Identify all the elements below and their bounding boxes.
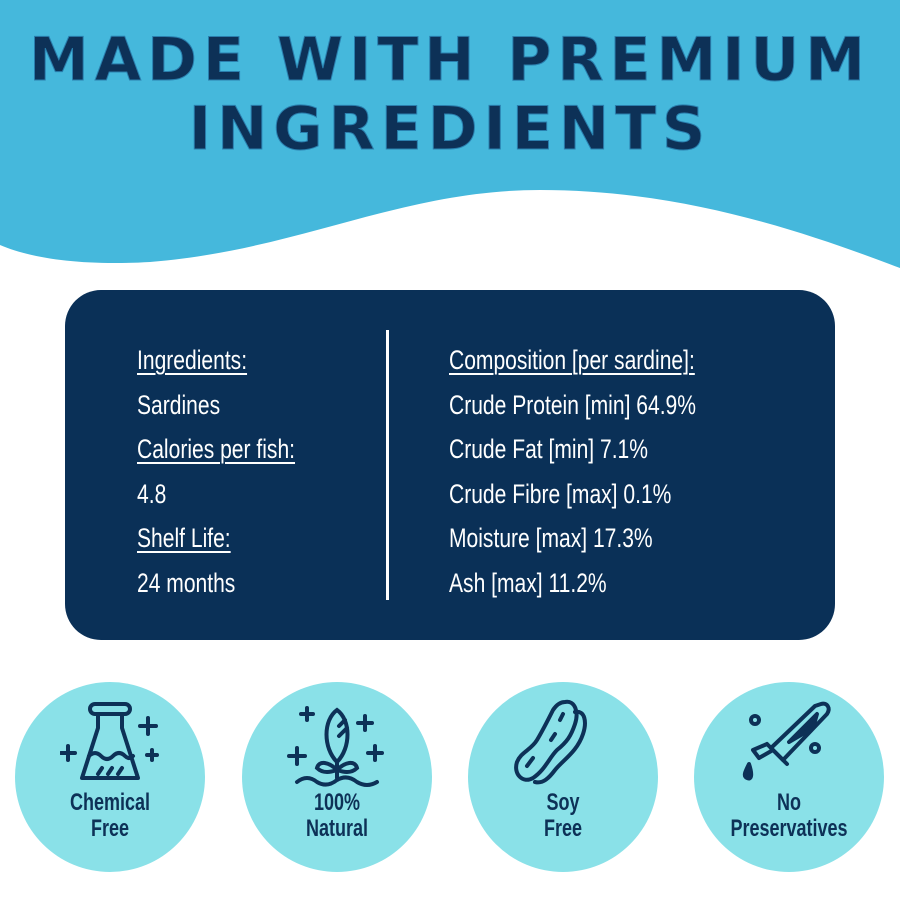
- flask-icon: [60, 702, 159, 780]
- badge-soy-free: Soy Free: [468, 682, 658, 872]
- badge-label-line2: Natural: [305, 815, 369, 842]
- shelf-life-value: 24 months: [137, 567, 236, 598]
- column-divider: [386, 330, 389, 600]
- nutrition-card: Ingredients: Sardines Calories per fish:…: [65, 290, 835, 640]
- composition-fibre: Crude Fibre [max] 0.1%: [449, 478, 672, 509]
- ingredients-column: Ingredients: Sardines Calories per fish:…: [137, 342, 340, 609]
- ingredients-value: Sardines: [137, 389, 221, 420]
- badge-label-line1: 100%: [313, 789, 361, 816]
- soybean-icon: [514, 699, 587, 785]
- badge-label-line1: Soy: [546, 789, 580, 816]
- composition-column: Composition [per sardine]: Crude Protein…: [449, 342, 766, 609]
- sprout-icon: [287, 706, 384, 787]
- calories-value: 4.8: [137, 478, 167, 509]
- badge-natural: 100% Natural: [242, 682, 432, 872]
- badge-chemical-free: Chemical Free: [15, 682, 205, 872]
- composition-protein: Crude Protein [min] 64.9%: [449, 389, 697, 420]
- page-title-line2: INGREDIENTS: [188, 94, 712, 164]
- badge-label-line2: Free: [90, 815, 130, 842]
- test-tube-icon: [742, 701, 831, 781]
- composition-fat: Crude Fat [min] 7.1%: [449, 434, 648, 464]
- badge-label-line2: Preservatives: [730, 815, 848, 842]
- page-title-line1: MADE WITH PREMIUM: [29, 25, 871, 95]
- badge-no-preservatives: No Preservatives: [694, 682, 884, 872]
- badge-label-line1: Chemical: [69, 789, 151, 816]
- shelf-life-heading: Shelf Life:: [137, 523, 231, 553]
- composition-ash: Ash [max] 11.2%: [449, 567, 607, 598]
- calories-heading: Calories per fish:: [137, 434, 296, 464]
- header-wave-background: [0, 0, 900, 268]
- composition-moisture: Moisture [max] 17.3%: [449, 523, 653, 553]
- badge-label-line1: No: [777, 789, 801, 816]
- badge-label-line2: Free: [543, 815, 583, 842]
- ingredients-heading: Ingredients:: [137, 345, 248, 375]
- composition-heading: Composition [per sardine]:: [449, 345, 695, 375]
